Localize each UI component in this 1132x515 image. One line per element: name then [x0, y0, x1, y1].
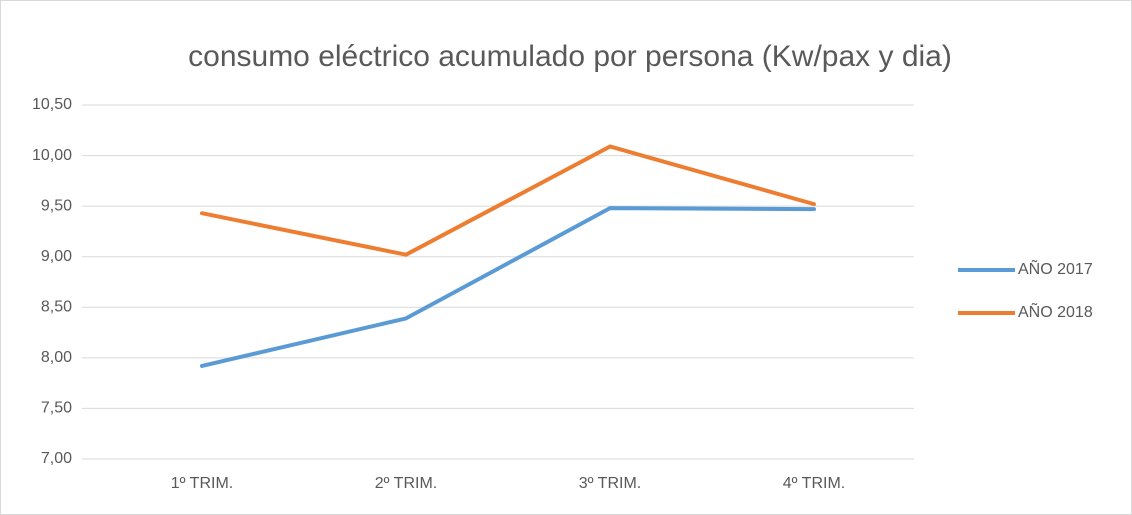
y-tick-label: 7,50	[41, 400, 72, 417]
x-tick-label: 4º TRIM.	[783, 475, 845, 492]
y-tick-label: 8,50	[41, 299, 72, 316]
legend-label: AÑO 2017	[1018, 258, 1093, 278]
x-tick-label: 2º TRIM.	[375, 475, 437, 492]
y-tick-label: 9,00	[41, 248, 72, 265]
data-line	[200, 144, 816, 257]
y-tick-label: 9,50	[41, 197, 72, 214]
y-tick-label: 10,00	[32, 147, 72, 164]
x-tick-label: 3º TRIM.	[579, 475, 641, 492]
x-tick-label: 1º TRIM.	[171, 475, 233, 492]
data-line	[200, 206, 816, 368]
chart-title: consumo eléctrico acumulado por persona …	[188, 40, 952, 73]
y-tick-label: 10,50	[32, 96, 72, 113]
legend-label: AÑO 2018	[1018, 301, 1093, 321]
y-tick-label: 7,00	[41, 450, 72, 467]
y-tick-label: 8,00	[41, 349, 72, 366]
